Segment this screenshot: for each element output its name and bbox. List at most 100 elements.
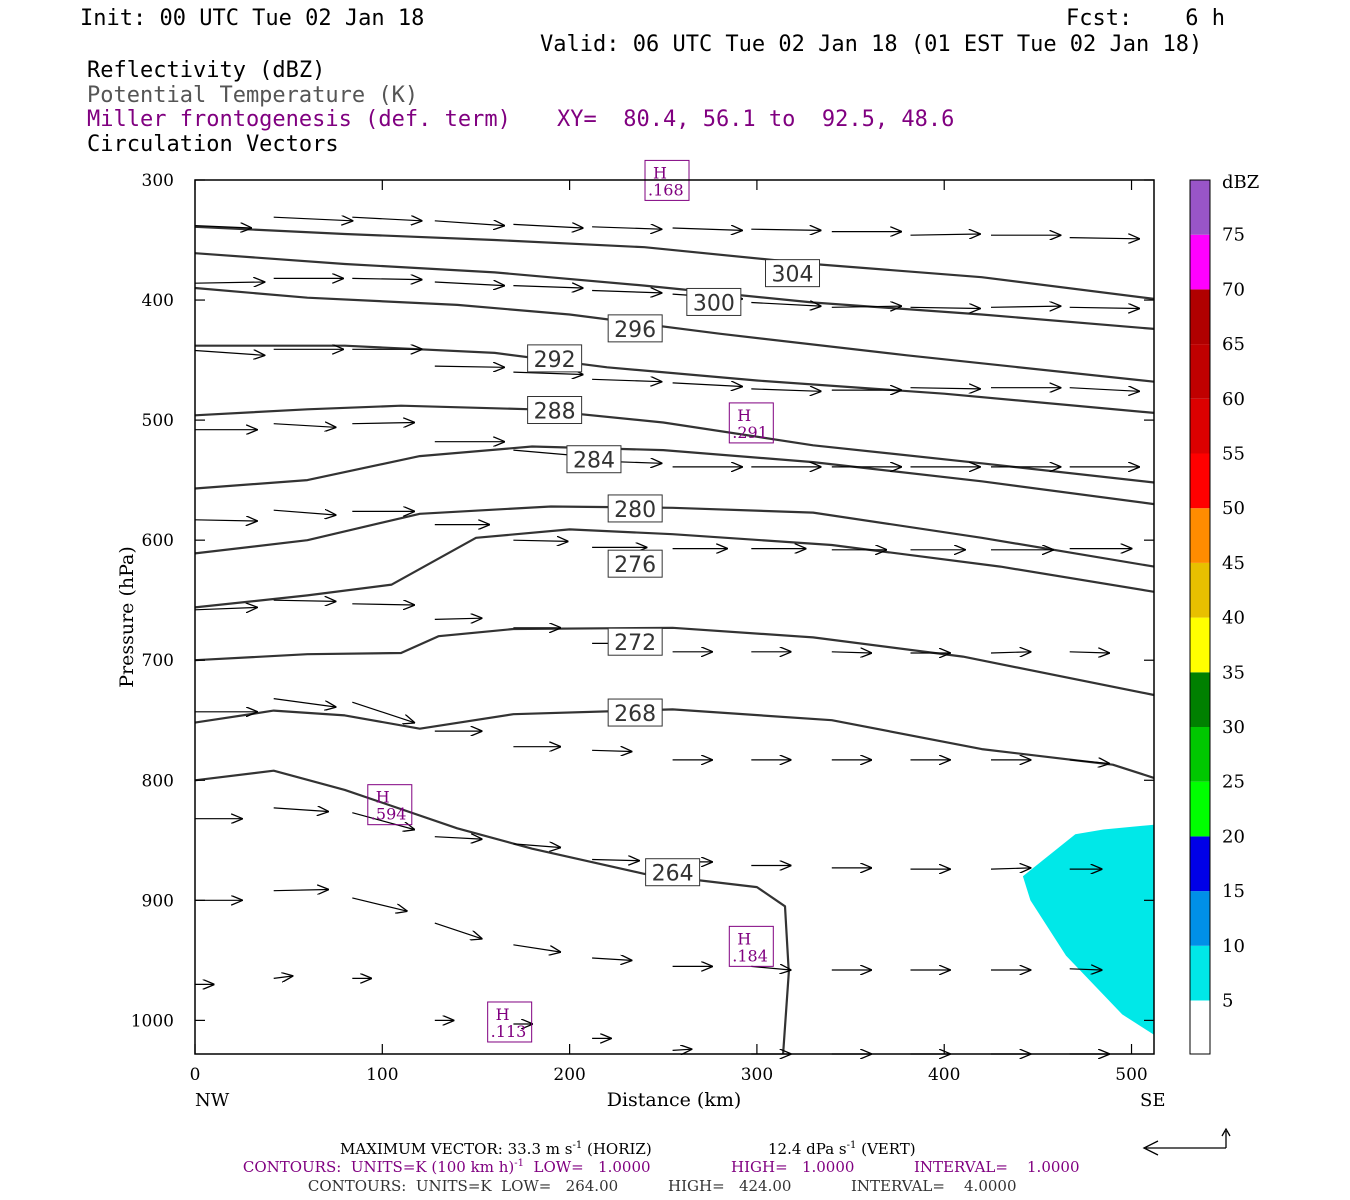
circulation-vector <box>434 221 504 226</box>
contour-label-300: 300 <box>686 287 742 316</box>
x-tick-label: 300 <box>741 1065 773 1085</box>
circulation-vector <box>751 389 820 391</box>
contour-label-268: 268 <box>607 698 663 727</box>
circulation-vector <box>672 383 742 387</box>
circulation-vector <box>273 600 336 601</box>
circulation-vector <box>592 291 661 293</box>
field-circulation-vectors: Circulation Vectors <box>87 132 339 157</box>
x-tick-label: 100 <box>366 1065 398 1085</box>
colorbar-swatch <box>1190 781 1210 837</box>
circulation-vector <box>273 890 328 891</box>
y-axis-title: Pressure (hPa) <box>116 546 138 688</box>
circulation-vector <box>831 306 901 307</box>
circulation-vector <box>352 423 414 424</box>
circulation-vector <box>513 944 560 952</box>
theta-contour-284 <box>194 445 1155 506</box>
colorbar-swatch <box>1190 453 1210 509</box>
svg-text:H: H <box>737 406 751 425</box>
colorbar-level-label: 70 <box>1222 279 1245 300</box>
svg-text:.168: .168 <box>648 180 684 199</box>
contour-label-276: 276 <box>607 549 663 578</box>
circulation-vector <box>1069 307 1139 308</box>
svg-text:284: 284 <box>573 449 615 474</box>
frontogenesis-max-marker: H.168 <box>644 159 690 201</box>
circulation-vector <box>513 286 582 288</box>
contour-label-296: 296 <box>607 314 663 343</box>
forecast-hour: Fcst: 6 h <box>1066 6 1225 31</box>
theta-contour-272 <box>194 626 1155 697</box>
x-tick-label: 0 <box>190 1065 201 1085</box>
x-tick-label: 500 <box>1115 1065 1147 1085</box>
colorbar-swatch <box>1190 562 1210 618</box>
colorbar-swatch <box>1190 891 1210 946</box>
colorbar-swatch <box>1190 508 1210 563</box>
valid-time: Valid: 06 UTC Tue 02 Jan 18 (01 EST Tue … <box>540 32 1202 57</box>
circulation-vector <box>672 1049 692 1050</box>
colorbar-swatch <box>1190 727 1210 782</box>
theta-contour-268 <box>194 708 1155 779</box>
circulation-vector <box>1069 969 1102 970</box>
svg-text:H: H <box>496 1005 510 1024</box>
svg-text:.594: .594 <box>371 805 407 824</box>
svg-text:288: 288 <box>534 400 576 425</box>
y-tick-label: 700 <box>142 651 174 671</box>
x-tick-label: 400 <box>928 1065 960 1085</box>
colorbar-swatch <box>1190 289 1210 345</box>
field-reflectivity: Reflectivity (dBZ) <box>87 58 325 83</box>
theta-contour-304 <box>194 225 1155 300</box>
circulation-vector <box>194 351 264 356</box>
colorbar-level-label: 40 <box>1222 608 1245 629</box>
svg-text:296: 296 <box>614 318 656 343</box>
circulation-vector <box>751 229 820 230</box>
colorbar-level-label: 65 <box>1222 334 1245 355</box>
circulation-vector <box>352 217 421 221</box>
contour-label-288: 288 <box>527 396 583 425</box>
circulation-vector <box>434 618 482 619</box>
circulation-vector <box>990 652 1030 653</box>
x-axis-ticks: 0 100 200 300 400 500 <box>190 180 1148 1085</box>
circulation-vector <box>990 306 1060 307</box>
circulation-vector <box>592 860 639 861</box>
theta-contour-264 <box>194 769 790 1055</box>
circulation-vector <box>194 520 257 521</box>
xy-endpoints: XY= 80.4, 56.1 to 92.5, 48.6 <box>557 107 954 132</box>
theta-contour-280 <box>194 505 1155 568</box>
y-tick-label: 400 <box>142 291 174 311</box>
circulation-vector <box>1069 652 1109 653</box>
circulation-vector <box>592 750 631 751</box>
colorbar-level-label: 5 <box>1222 991 1233 1012</box>
colorbar-swatch <box>1190 180 1210 235</box>
colorbar-level-label: 20 <box>1222 826 1245 847</box>
frontogenesis-max-marker: H.184 <box>728 925 774 967</box>
colorbar-swatch <box>1190 945 1210 1001</box>
reflectivity-area-5dbz <box>1022 824 1154 1035</box>
colorbar-level-label: 50 <box>1222 498 1245 519</box>
colorbar-swatch <box>1190 344 1210 399</box>
svg-text:300: 300 <box>693 291 735 316</box>
x-axis-title: Distance (km) <box>607 1089 742 1111</box>
theta-contour-288 <box>194 404 1155 484</box>
circulation-vector <box>273 217 353 221</box>
circulation-vector <box>273 698 336 707</box>
y-tick-label: 600 <box>142 531 174 551</box>
contour-label-284: 284 <box>566 445 622 474</box>
svg-text:H: H <box>737 929 751 948</box>
footer-theta-contours: CONTOURS: UNITS=K LOW= 264.00 HIGH= 424.0… <box>284 1177 1031 1195</box>
circulation-vector <box>751 303 820 307</box>
x-axis-left-end: NW <box>195 1090 230 1111</box>
reflectivity-fill-layer <box>1022 824 1154 1035</box>
y-tick-label: 900 <box>142 891 174 911</box>
circulation-vector <box>352 812 414 830</box>
reference-vector-icon <box>1142 1127 1231 1156</box>
circulation-vector <box>831 652 871 653</box>
svg-text:.184: .184 <box>732 946 768 965</box>
y-axis-ticks: 300 400 500 600 700 800 900 1000 <box>131 171 1154 1031</box>
init-time: Init: 00 UTC Tue 02 Jan 18 <box>80 6 424 31</box>
circulation-vector-layer <box>194 217 1139 1054</box>
circulation-vector <box>1069 388 1139 392</box>
circulation-vector <box>194 607 257 609</box>
plot-frame <box>194 179 1155 1055</box>
contour-label-layer: 264 268 272 276 280 284 288 292 296 300 304 <box>527 259 821 887</box>
frontogenesis-max-marker: H.594 <box>367 784 413 826</box>
